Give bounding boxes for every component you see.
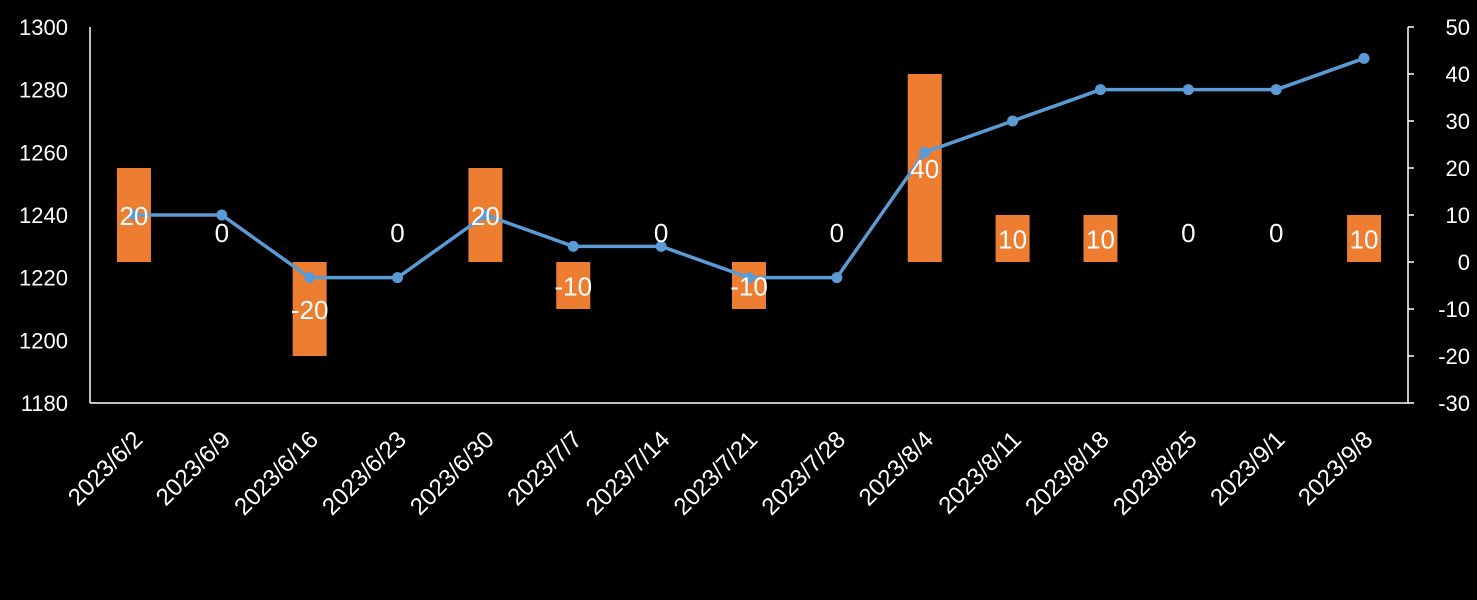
line-point-10 bbox=[1007, 115, 1019, 127]
line-point-9 bbox=[919, 146, 931, 158]
line-point-5 bbox=[567, 240, 579, 252]
bar-data-label-8: 0 bbox=[830, 218, 844, 248]
left-tick-label-1: 1200 bbox=[19, 328, 68, 353]
x-tick-label-3: 2023/6/23 bbox=[317, 426, 412, 521]
left-tick-label-2: 1220 bbox=[19, 266, 68, 291]
line-point-14 bbox=[1358, 52, 1370, 64]
x-tick-label-0: 2023/6/2 bbox=[63, 426, 148, 511]
x-tick-label-7: 2023/7/21 bbox=[669, 426, 764, 521]
right-tick-label-4: 10 bbox=[1446, 203, 1470, 228]
bar-data-label-4: 20 bbox=[471, 201, 500, 231]
bar-data-label-5: -10 bbox=[554, 272, 592, 302]
line-point-4 bbox=[479, 209, 491, 221]
line-point-12 bbox=[1182, 84, 1194, 96]
x-tick-label-2: 2023/6/16 bbox=[229, 426, 324, 521]
right-tick-label-6: 30 bbox=[1446, 109, 1470, 134]
labels-layer: 20 0 -20 0 20 -10 0 -10 0 40 10 10 0 0 10 bbox=[119, 154, 1378, 325]
left-tick-label-4: 1260 bbox=[19, 140, 68, 165]
right-tick-label-0: -30 bbox=[1438, 391, 1470, 416]
x-tick-label-14: 2023/9/8 bbox=[1293, 426, 1378, 511]
bar-10 bbox=[995, 215, 1030, 262]
line-point-11 bbox=[1094, 84, 1106, 96]
bar-data-label-0: 20 bbox=[119, 201, 148, 231]
x-tick-label-4: 2023/6/30 bbox=[405, 426, 500, 521]
bar-data-label-12: 0 bbox=[1181, 218, 1195, 248]
line-point-3 bbox=[392, 272, 404, 284]
bar-data-label-7: -10 bbox=[730, 272, 768, 302]
left-tick-label-5: 1280 bbox=[19, 78, 68, 103]
x-tick-label-6: 2023/7/14 bbox=[581, 426, 676, 521]
line-point-2 bbox=[304, 272, 316, 284]
bar-14 bbox=[1347, 215, 1382, 262]
line-point-7 bbox=[743, 272, 755, 284]
bar-data-label-11: 10 bbox=[1086, 225, 1115, 255]
bar-data-label-10: 10 bbox=[998, 225, 1027, 255]
bar-data-label-3: 0 bbox=[390, 218, 404, 248]
bar-data-label-2: -20 bbox=[291, 295, 329, 325]
x-tick-label-11: 2023/8/18 bbox=[1020, 426, 1115, 521]
left-tick-label-0: 1180 bbox=[21, 391, 68, 416]
bar-data-label-14: 10 bbox=[1350, 225, 1379, 255]
bar-data-label-9: 40 bbox=[910, 154, 939, 184]
bar-data-label-1: 0 bbox=[215, 218, 229, 248]
x-tick-label-5: 2023/7/7 bbox=[502, 426, 587, 511]
right-tick-label-5: 20 bbox=[1446, 156, 1470, 181]
right-tick-label-1: -20 bbox=[1438, 344, 1470, 369]
bar-11 bbox=[1083, 215, 1118, 262]
line-series bbox=[133, 56, 1365, 280]
bar-5 bbox=[556, 262, 591, 309]
x-tick-label-12: 2023/8/25 bbox=[1108, 426, 1203, 521]
line-point-8 bbox=[831, 272, 843, 284]
right-tick-label-2: -10 bbox=[1438, 297, 1470, 322]
x-tick-label-1: 2023/6/9 bbox=[151, 426, 236, 511]
line-point-6 bbox=[655, 240, 667, 252]
bar-7 bbox=[732, 262, 766, 309]
x-tick-label-10: 2023/8/11 bbox=[934, 426, 1027, 519]
left-tick-label-3: 1240 bbox=[19, 203, 68, 228]
x-tick-label-9: 2023/8/4 bbox=[854, 426, 939, 511]
right-tick-label-8: 50 bbox=[1446, 15, 1470, 40]
right-tick-label-3: 0 bbox=[1458, 250, 1470, 275]
line-point-0 bbox=[128, 209, 140, 221]
line-point-13 bbox=[1270, 84, 1282, 96]
right-tick-label-7: 40 bbox=[1446, 62, 1470, 87]
bar-data-label-6: 0 bbox=[654, 218, 668, 248]
bar-data-label-13: 0 bbox=[1269, 218, 1283, 248]
line-layer bbox=[128, 52, 1370, 284]
x-tick-label-13: 2023/9/1 bbox=[1205, 426, 1290, 511]
x-tick-label-8: 2023/7/28 bbox=[757, 426, 852, 521]
left-tick-label-6: 1300 bbox=[19, 15, 68, 40]
line-point-1 bbox=[216, 209, 228, 221]
